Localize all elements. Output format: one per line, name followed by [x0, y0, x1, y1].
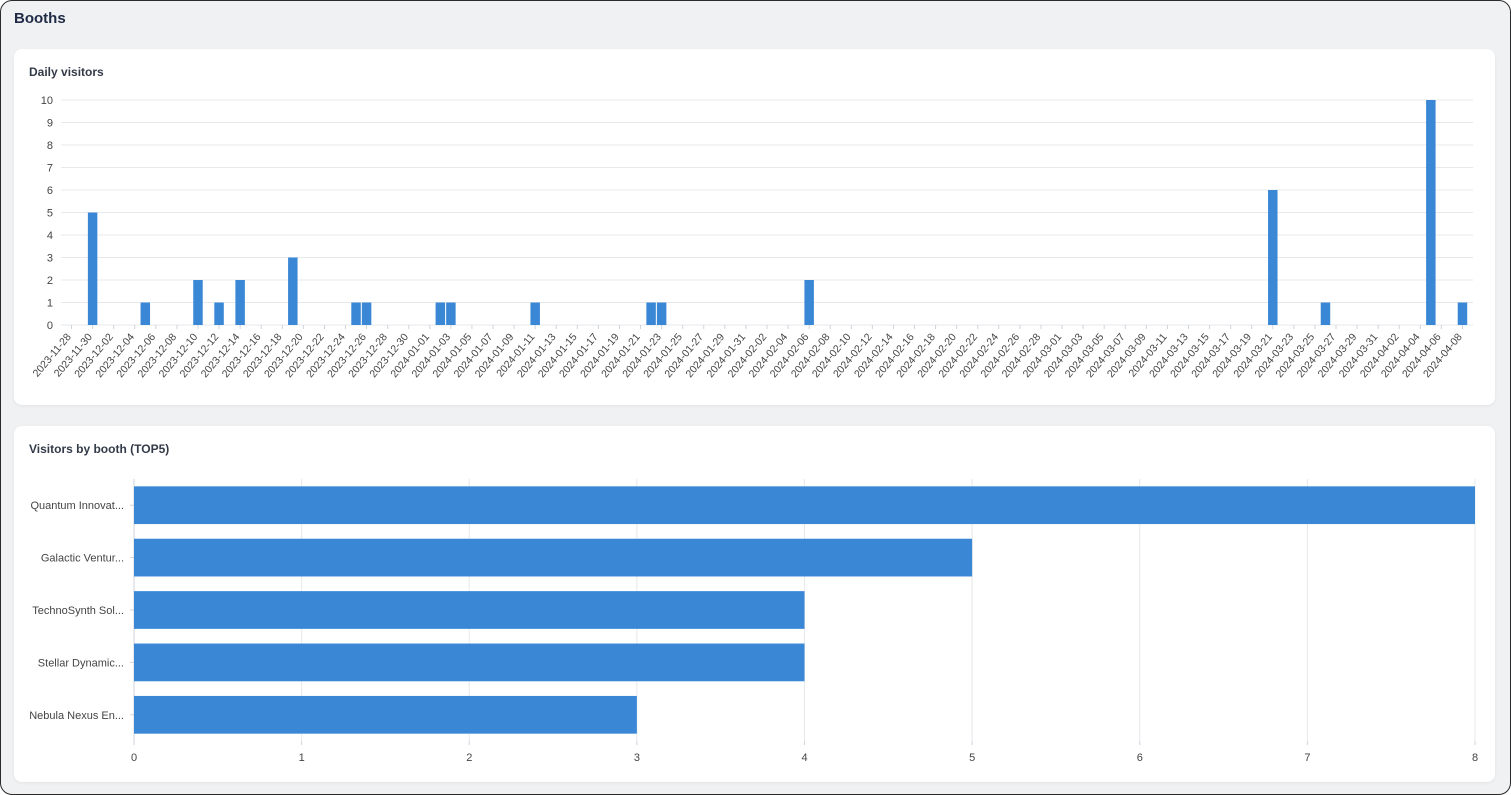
booth-bar: [134, 643, 805, 682]
daily-bar: [656, 302, 667, 325]
y-tick-label: 6: [47, 185, 53, 197]
x-tick-label: 7: [1304, 752, 1310, 764]
y-tick-label: 8: [47, 140, 53, 152]
y-tick-label: 0: [47, 320, 53, 332]
y-tick-label: 1: [47, 298, 53, 310]
booth-bar: [134, 486, 1475, 525]
daily-bar: [193, 280, 203, 325]
x-tick-label: 1: [299, 752, 305, 764]
daily-bar: [1320, 302, 1331, 325]
booth-label: Nebula Nexus En...: [29, 710, 124, 722]
page-title: Booths: [14, 10, 66, 27]
y-tick-label: 3: [47, 253, 53, 265]
daily-visitors-title: Daily visitors: [29, 65, 104, 79]
x-tick-label: 8: [1472, 752, 1478, 764]
booth-label: Stellar Dynamic...: [38, 657, 124, 669]
daily-bar: [646, 302, 656, 325]
daily-bar: [361, 302, 372, 325]
x-tick-label: 2: [466, 752, 472, 764]
x-tick-label: 3: [634, 752, 640, 764]
daily-bar: [1268, 190, 1278, 325]
daily-bar: [804, 280, 814, 325]
daily-visitors-chart: 0123456789102023-11-282023-11-302023-12-…: [31, 95, 1473, 380]
daily-bar: [351, 302, 361, 325]
daily-bar: [446, 302, 456, 325]
booth-bar: [134, 591, 805, 629]
y-tick-label: 2: [47, 275, 53, 287]
booth-visitors-title: Visitors by booth (TOP5): [29, 442, 170, 456]
daily-visitors-card: Daily visitors 0 1 2 3 4 5 6 7 8 9 10 2023-11-28 202…: [14, 49, 1495, 405]
booth-label: TechnoSynth Sol...: [32, 605, 124, 617]
daily-bar: [1426, 100, 1436, 325]
booth-visitors-card: Visitors by booth (TOP5) 0 1 2 3 4 5 6 7 8 Quantu…: [14, 426, 1495, 782]
daily-bar: [435, 302, 446, 325]
daily-bar: [140, 302, 151, 325]
y-tick-label: 7: [47, 163, 53, 175]
x-tick-label: 6: [1137, 752, 1143, 764]
daily-bar: [530, 302, 540, 325]
x-tick-label: 5: [969, 752, 975, 764]
y-tick-label: 10: [41, 95, 53, 107]
y-tick-label: 4: [47, 230, 53, 242]
y-tick-label: 9: [47, 118, 53, 130]
booth-label: Galactic Ventur...: [41, 553, 124, 565]
booth-bar: [134, 695, 637, 734]
daily-bar: [1457, 302, 1468, 325]
booth-visitors-chart: 0 1 2 3 4 5 6 7 8 Quantum Innovat... Galactic Vent…: [29, 479, 1478, 764]
x-tick-label: 4: [801, 752, 807, 764]
daily-bar: [235, 280, 245, 325]
daily-bar: [87, 212, 98, 325]
y-tick-label: 5: [47, 208, 53, 220]
daily-bar: [288, 257, 298, 325]
x-tick-label: 0: [131, 752, 137, 764]
booth-bar: [134, 538, 973, 577]
booth-label: Quantum Innovat...: [30, 500, 124, 512]
daily-bar: [214, 302, 224, 325]
